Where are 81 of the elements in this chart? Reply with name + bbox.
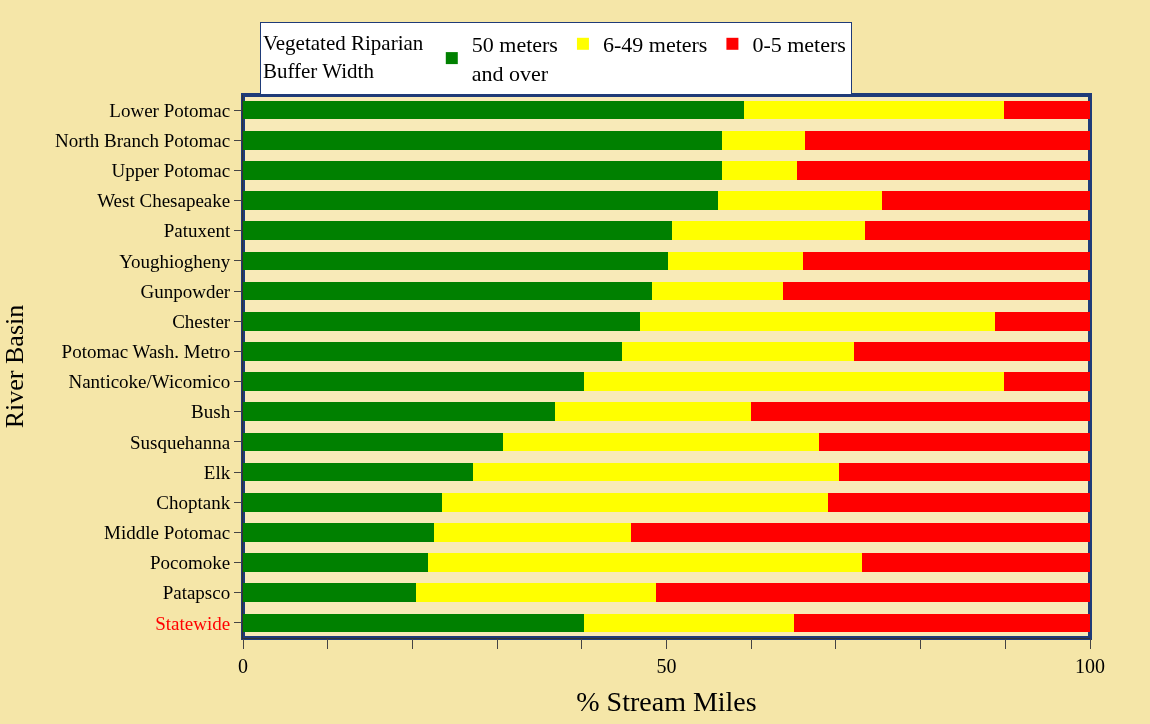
- bar: [415, 583, 657, 603]
- bar: [584, 372, 1005, 391]
- y-tick-label: Patuxent: [163, 220, 231, 242]
- bar: [243, 372, 585, 391]
- bar: [243, 402, 555, 422]
- bar: [864, 221, 1090, 241]
- y-tick-label: Gunpowder: [140, 280, 231, 302]
- legend-title: Vegetated Riparian Buffer Width: [262, 31, 424, 83]
- bar: [794, 613, 1090, 633]
- y-tick-label: Upper Potomac: [111, 160, 231, 182]
- y-tick-label: Statewide: [155, 612, 231, 634]
- bar: [503, 432, 819, 452]
- bar: [584, 613, 795, 633]
- bar: [718, 191, 883, 210]
- y-tick-label: Pocomoke: [149, 552, 231, 574]
- bar: [804, 130, 1090, 150]
- bar: [243, 462, 474, 482]
- bar: [751, 402, 1090, 422]
- y-tick-label: Youghiogheny: [119, 250, 231, 272]
- bar: [243, 523, 434, 542]
- bar: [473, 462, 840, 482]
- bar: [243, 432, 504, 452]
- bar: [1004, 372, 1090, 391]
- x-tick-label: 0: [238, 655, 248, 677]
- bar: [630, 523, 1090, 542]
- bar: [1003, 100, 1090, 120]
- bar: [243, 281, 653, 301]
- y-tick-label: Bush: [191, 401, 231, 423]
- bar: [882, 191, 1090, 210]
- y-tick-label: North Branch Potomac: [55, 129, 231, 151]
- bar: [783, 281, 1090, 301]
- bar: [427, 553, 863, 572]
- bar: [722, 161, 797, 180]
- bar: [722, 130, 805, 150]
- legend-label: 50 meters and over: [471, 32, 558, 86]
- bar: [818, 432, 1090, 452]
- y-tick-label: Elk: [203, 461, 231, 483]
- x-tick-label: 50: [656, 655, 677, 677]
- y-tick-label: West Chesapeake: [97, 190, 231, 212]
- bar: [243, 221, 673, 241]
- bar: [656, 583, 1090, 603]
- y-tick-label: Potomac Wash. Metro: [61, 341, 231, 363]
- bar: [802, 251, 1090, 271]
- bar: [668, 251, 803, 271]
- bar: [621, 342, 854, 361]
- y-tick-label: Susquehanna: [129, 431, 231, 453]
- bar: [243, 130, 723, 150]
- y-tick-label: Choptank: [156, 491, 231, 513]
- bar: [243, 191, 719, 210]
- bar: [243, 161, 723, 180]
- legend-label: 6-49 meters: [602, 32, 708, 58]
- y-tick-label: Nanticoke/Wicomico: [68, 371, 231, 393]
- y-tick-label: Lower Potomac: [109, 99, 231, 121]
- bar: [743, 100, 1004, 120]
- bar: [243, 311, 641, 331]
- bar: [839, 462, 1090, 482]
- y-tick-label: Chester: [172, 310, 231, 332]
- y-axis-title: River Basin: [0, 304, 29, 429]
- x-axis-title: % Stream Miles: [576, 686, 757, 718]
- bar: [672, 221, 865, 241]
- bar: [243, 251, 669, 271]
- bar: [640, 311, 996, 331]
- bar: [243, 583, 416, 603]
- bar: [554, 402, 752, 422]
- x-tick-label: 100: [1075, 655, 1105, 677]
- bar: [796, 161, 1090, 180]
- y-tick-label: Middle Potomac: [104, 522, 231, 544]
- bar: [243, 553, 428, 572]
- bar: [862, 553, 1090, 572]
- bar: [853, 342, 1090, 361]
- bar: [243, 100, 744, 120]
- bar: [243, 613, 585, 633]
- bar: [652, 281, 784, 301]
- y-tick-label: Patapsco: [162, 582, 231, 604]
- bar: [442, 492, 829, 512]
- bar: [433, 523, 631, 542]
- bar: [995, 311, 1090, 331]
- legend-label: 0-5 meters: [752, 32, 846, 58]
- bar: [243, 492, 443, 512]
- bar: [828, 492, 1090, 512]
- bar: [243, 342, 622, 361]
